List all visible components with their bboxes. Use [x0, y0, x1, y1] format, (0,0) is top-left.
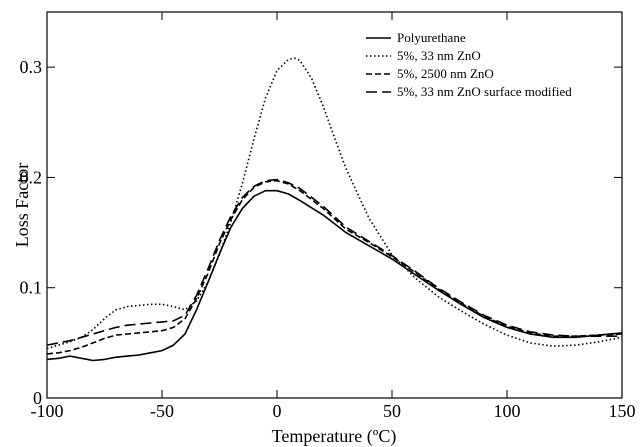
x-axis-ticks: -100 -50 0 50 100 150	[31, 12, 636, 421]
plot-frame	[46, 11, 623, 399]
x-tick-label: 150	[609, 401, 636, 421]
x-axis-title: Temperature (ºC)	[272, 426, 397, 447]
y-tick-label: 0.2	[20, 167, 43, 187]
series-line-3	[46, 179, 623, 355]
series-layer	[46, 57, 623, 362]
y-axis-ticks: 0 0.1 0.2 0.3	[20, 57, 622, 408]
x-tick-label: -50	[150, 401, 174, 421]
y-axis-title: Loss Factor	[12, 163, 32, 248]
y-tick-label: 0	[33, 388, 42, 408]
series-line-2	[46, 57, 623, 350]
x-tick-label: 50	[383, 401, 401, 421]
legend-label: Polyurethane	[397, 30, 466, 45]
legend-label: 5%, 33 nm ZnO	[397, 48, 481, 63]
x-tick-label: 0	[273, 401, 282, 421]
y-tick-label: 0.1	[20, 278, 43, 298]
legend: Polyurethane 5%, 33 nm ZnO 5%, 2500 nm ZnO…	[366, 30, 572, 99]
x-tick-label: -100	[31, 401, 64, 421]
series-line-4	[46, 178, 622, 346]
y-tick-label: 0.3	[20, 57, 43, 77]
x-tick-label: 100	[494, 401, 521, 421]
legend-label: 5%, 33 nm ZnO surface modified	[397, 84, 572, 99]
legend-label: 5%, 2500 nm ZnO	[397, 66, 494, 81]
series-line-1	[46, 189, 623, 362]
